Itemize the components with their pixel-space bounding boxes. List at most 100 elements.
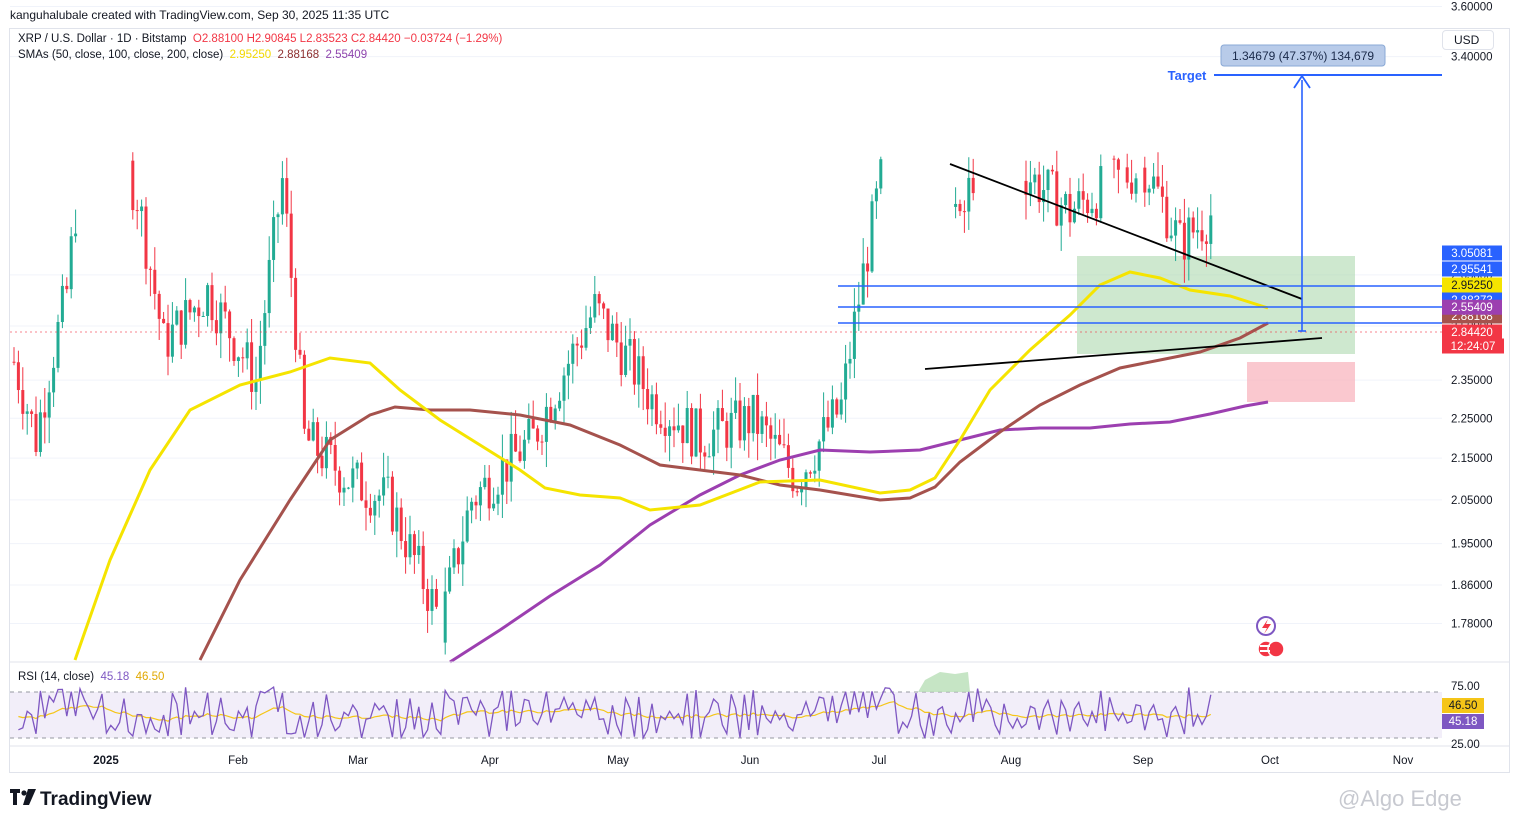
price-tick-2: 3.60000	[1451, 2, 1493, 14]
price-tick-7: 2.25000	[1451, 413, 1493, 425]
candle-body	[404, 541, 408, 558]
candle-body	[364, 500, 368, 508]
candle-body	[866, 263, 870, 272]
candle-body	[1028, 182, 1032, 195]
candle-body	[1134, 178, 1138, 194]
candle-body	[355, 462, 359, 469]
candle-body	[1196, 230, 1200, 233]
candle-body	[1165, 196, 1169, 239]
candle-body	[795, 491, 799, 493]
candle-body	[800, 488, 804, 493]
candle-body	[395, 507, 399, 532]
candle-body	[593, 294, 597, 318]
candle-body	[140, 206, 144, 212]
candle-body	[668, 426, 672, 436]
consolidation-zone	[1077, 256, 1355, 354]
candle-body	[1059, 205, 1063, 226]
candle-body	[492, 503, 496, 509]
candle-body	[852, 311, 856, 359]
rsi-ma-badge-text: 46.50	[1449, 700, 1478, 712]
candle-body	[346, 487, 350, 489]
chart-credit: kanguhalubale created with TradingView.c…	[10, 8, 390, 22]
candle-body	[223, 302, 227, 312]
candle-body	[575, 343, 579, 346]
candle-body	[1033, 174, 1037, 183]
candle-body	[157, 293, 161, 319]
legend-main: XRP / U.S. Dollar · 1D · Bitstamp O2.881…	[18, 33, 502, 45]
price-badge-text-2: 2.95541	[1451, 264, 1493, 276]
candle-body	[320, 455, 324, 469]
candle-body	[703, 452, 707, 457]
us-flag-icon-2	[1267, 640, 1285, 658]
candle-body	[571, 343, 575, 364]
chart-frame	[9, 28, 1510, 773]
candle-body	[289, 213, 293, 278]
candle-body	[412, 534, 416, 556]
candle-body	[694, 408, 698, 457]
candle-body	[1112, 158, 1116, 160]
candle-body	[175, 310, 179, 325]
candle-body	[452, 548, 456, 568]
candle-body	[1086, 199, 1090, 214]
candle-body	[857, 304, 861, 312]
candle-body	[184, 300, 188, 345]
candle-body	[738, 400, 742, 441]
candle-body	[1147, 188, 1151, 193]
candle-body	[698, 408, 702, 453]
price-badges: 4.201763.050812.955412.952502.883732.881…	[1442, 245, 1504, 354]
candle-body	[544, 406, 548, 442]
time-axis: 2025 Feb Mar Apr May Jun Jul Aug Sep Oct Nov	[93, 755, 1413, 767]
candle-body	[720, 408, 724, 422]
candle-body	[421, 545, 425, 590]
sma50-line	[73, 270, 1269, 661]
candle-body	[192, 307, 196, 313]
candle-body	[285, 178, 289, 214]
rsi-tick-75: 75.00	[1451, 681, 1480, 693]
candle-body	[245, 342, 249, 359]
candle-body	[659, 424, 663, 428]
time-tick-apr: Apr	[481, 755, 499, 767]
candle-body	[280, 178, 284, 215]
candle-body	[954, 203, 958, 207]
time-tick-nov: Nov	[1393, 755, 1414, 767]
candle-body	[267, 259, 271, 314]
price-tick-12: 1.78000	[1451, 619, 1493, 631]
candle-body	[307, 428, 311, 441]
candle-body	[456, 548, 460, 565]
candle-body	[162, 318, 166, 324]
candle-body	[672, 426, 676, 431]
candle-body	[848, 358, 852, 364]
candle-body	[540, 441, 544, 443]
candle-body	[258, 345, 262, 381]
candle-body	[1042, 190, 1046, 203]
candle-body	[298, 349, 302, 355]
candle-body	[962, 211, 966, 213]
price-tick-8: 2.15000	[1451, 453, 1493, 465]
time-tick-jul: Jul	[872, 755, 887, 767]
candle-body	[69, 236, 73, 290]
candle-body	[474, 501, 478, 506]
grid-lines	[10, 6, 1442, 625]
currency-button[interactable]	[1442, 30, 1494, 50]
candle-body	[1182, 222, 1186, 260]
candle-body	[34, 413, 38, 453]
candle-body	[813, 470, 817, 474]
candle-body	[496, 494, 500, 504]
candle-body	[144, 206, 148, 269]
candle-body	[1077, 191, 1081, 209]
candle-body	[637, 356, 641, 385]
candle-body	[483, 477, 487, 488]
candle-body	[760, 416, 764, 434]
candle-body	[707, 456, 711, 458]
candle-body	[461, 541, 465, 565]
candle-body	[874, 188, 878, 202]
rsi-line	[18, 685, 1212, 741]
candle-body	[1200, 230, 1204, 242]
candle-body	[487, 477, 491, 509]
candle-body	[1055, 171, 1059, 226]
candle-body	[958, 203, 962, 212]
time-tick-jun: Jun	[741, 755, 760, 767]
candle-body	[509, 433, 513, 482]
candle-body	[756, 394, 760, 434]
